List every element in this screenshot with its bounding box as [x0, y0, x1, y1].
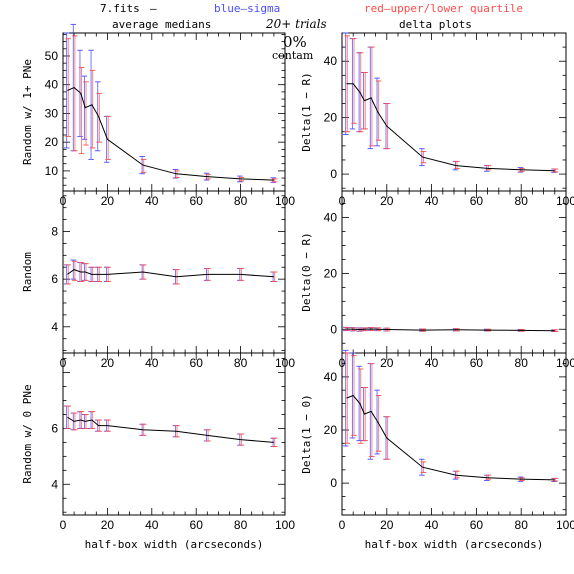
- right-column-title: delta plots: [399, 18, 472, 31]
- x-tick-label: 20: [380, 356, 394, 370]
- x-tick-label: 0: [60, 518, 67, 532]
- contam-percent: 0%: [283, 33, 307, 51]
- y-tick-label: 4: [51, 477, 58, 491]
- x-tick-label: 20: [380, 518, 394, 532]
- y-tick-label: 0: [330, 476, 337, 490]
- y-tick-label: 0: [330, 322, 337, 336]
- x-tick-label: 0: [339, 518, 346, 532]
- panel-left-bottom: 0 20 40 60 80 100 4 6 Random w/ 0 PNe half-box wi…: [21, 352, 295, 551]
- y-tick-label: 20: [324, 111, 338, 125]
- plot-frame: [62, 352, 286, 516]
- x-tick-label: 100: [556, 518, 574, 532]
- x-tick-label: 80: [515, 518, 529, 532]
- y-axis-label: Random w/ 1+ PNe: [21, 59, 34, 165]
- median-line: [346, 394, 555, 481]
- x-tick-label: 80: [234, 356, 248, 370]
- x-tick-label: 40: [145, 518, 159, 532]
- x-tick-label: 40: [425, 518, 439, 532]
- x-tick-label: 60: [470, 194, 484, 208]
- y-tick-label: 20: [45, 135, 59, 149]
- y-tick-label: 0: [330, 167, 337, 181]
- x-tick-label: 20: [380, 194, 394, 208]
- x-tick-label: 40: [145, 194, 159, 208]
- header-file: 7.fits: [100, 2, 140, 15]
- plot-frame: [62, 190, 286, 354]
- x-axis-label: half-box width (arcseconds): [85, 538, 264, 551]
- plot-frame: [341, 352, 567, 516]
- panel-right-bottom: 0 20 40 60 80 100 0 20 40 Delta(1 − 0) half-box wi…: [300, 349, 574, 551]
- x-tick-label: 60: [470, 518, 484, 532]
- x-tick-label: 100: [275, 518, 295, 532]
- x-tick-label: 60: [190, 194, 204, 208]
- y-tick-label: 6: [51, 421, 58, 435]
- x-tick-label: 40: [425, 356, 439, 370]
- x-axis-label: half-box width (arcseconds): [365, 538, 544, 551]
- x-tick-label: 60: [190, 518, 204, 532]
- y-tick-label: 10: [45, 164, 59, 178]
- y-tick-label: 20: [324, 266, 338, 280]
- x-tick-label: 80: [234, 518, 248, 532]
- plot-frame: [341, 32, 567, 192]
- legend-red: red—upper/lower quartile: [364, 2, 523, 15]
- x-tick-label: 80: [515, 356, 529, 370]
- y-tick-label: 20: [324, 423, 338, 437]
- x-tick-label: 80: [234, 194, 248, 208]
- x-tick-label: 20: [101, 518, 115, 532]
- y-tick-label: 40: [324, 54, 338, 68]
- legend-blue: blue—sigma: [214, 2, 280, 15]
- x-tick-label: 60: [190, 356, 204, 370]
- y-tick-label: 40: [324, 211, 338, 225]
- x-tick-label: 40: [425, 194, 439, 208]
- y-tick-label: 40: [45, 78, 59, 92]
- y-tick-label: 4: [51, 320, 58, 334]
- contam-label: contam: [272, 49, 314, 62]
- x-tick-label: 80: [515, 194, 529, 208]
- median-line: [67, 87, 274, 181]
- median-line: [346, 328, 555, 332]
- x-tick-label: 100: [556, 194, 574, 208]
- left-column-title: average medians: [112, 18, 211, 31]
- y-axis-label: Delta(0 − R): [300, 232, 313, 311]
- y-tick-label: 6: [51, 272, 58, 286]
- y-axis-label: Delta(1 − 0): [300, 394, 313, 473]
- x-tick-label: 20: [101, 356, 115, 370]
- y-tick-label: 50: [45, 49, 59, 63]
- y-axis-label: Random: [21, 252, 34, 292]
- y-axis-label: Random w/ 0 PNe: [21, 384, 34, 483]
- y-tick-label: 8: [51, 225, 58, 239]
- median-line: [67, 269, 274, 278]
- median-line: [67, 416, 274, 443]
- trials-label: 20+ trials: [265, 17, 327, 31]
- x-tick-label: 60: [470, 356, 484, 370]
- x-tick-label: 40: [145, 356, 159, 370]
- median-line: [346, 83, 555, 172]
- header-dash: —: [150, 2, 157, 15]
- y-tick-label: 30: [45, 106, 59, 120]
- y-axis-label: Delta(1 − R): [300, 72, 313, 151]
- x-tick-label: 20: [101, 194, 115, 208]
- y-tick-label: 40: [324, 370, 338, 384]
- x-tick-label: 100: [556, 356, 574, 370]
